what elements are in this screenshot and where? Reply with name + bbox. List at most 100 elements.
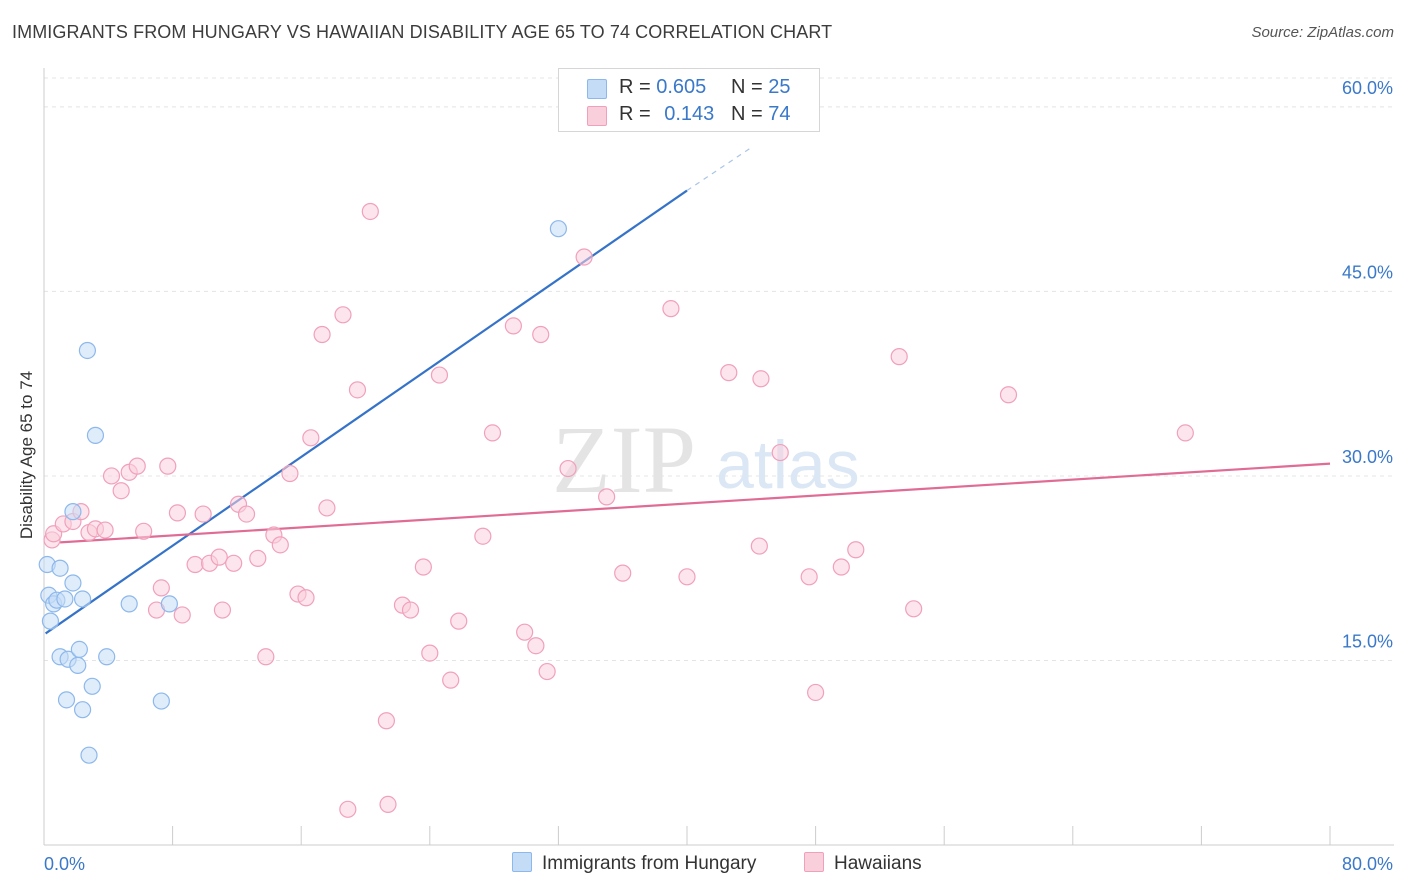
point-hawaiians-35	[318, 499, 336, 517]
point-hungary-22	[152, 692, 170, 710]
y-tick-label-0: 15.0%	[1342, 631, 1393, 651]
point-hawaiians-37	[348, 381, 367, 399]
point-hawaiians-57	[614, 564, 632, 582]
point-hungary-11	[64, 574, 82, 592]
point-hawaiians-23	[225, 554, 243, 572]
point-hawaiians-36	[334, 306, 352, 324]
legend-row-hungary: R = 0.605 N = 25	[559, 74, 819, 102]
point-hawaiians-47	[474, 527, 492, 545]
point-hawaiians-71	[1176, 424, 1194, 442]
point-hawaiians-46	[450, 612, 468, 630]
point-hawaiians-66	[832, 558, 850, 576]
point-hawaiians-15	[159, 457, 177, 475]
point-hawaiians-25	[237, 505, 256, 523]
x-tick-label-1: 80.0%	[1342, 854, 1393, 874]
legend-row-hawaiians: R = 0.143 N = 74	[559, 101, 819, 129]
point-hawaiians-65	[806, 683, 825, 702]
series-legend-hungary: Immigrants from Hungary	[512, 852, 756, 875]
point-hungary-23	[160, 595, 178, 613]
point-hawaiians-17	[173, 606, 191, 624]
trendline-extension-hungary	[686, 147, 752, 192]
point-hawaiians-64	[800, 568, 818, 586]
point-hungary-14	[73, 701, 92, 719]
point-hawaiians-16	[168, 504, 187, 522]
point-hungary-19	[86, 426, 105, 444]
point-hawaiians-9	[112, 482, 130, 500]
point-hawaiians-56	[598, 488, 616, 506]
point-hawaiians-73	[379, 795, 397, 814]
watermark: ZIP atlas	[552, 406, 860, 513]
point-hawaiians-38	[361, 202, 379, 221]
point-hawaiians-62	[752, 370, 770, 388]
point-hungary-5	[51, 559, 69, 577]
point-hungary-17	[80, 746, 98, 764]
point-hawaiians-11	[128, 457, 146, 475]
legend-swatch-hawaiians	[587, 106, 607, 126]
source-credit: Source: ZipAtlas.com	[1251, 24, 1394, 41]
point-hungary-24	[549, 220, 568, 238]
point-hungary-2	[41, 612, 60, 630]
legend-r-hungary: R = 0.605	[619, 76, 707, 98]
point-hawaiians-50	[516, 623, 534, 641]
point-hawaiians-69	[905, 600, 923, 618]
point-hawaiians-34	[313, 325, 331, 344]
point-hungary-8	[57, 691, 76, 709]
point-hungary-10	[64, 503, 82, 521]
x-tick-label-0: 0.0%	[44, 854, 85, 874]
correlation-legend: R = 0.605 N = 25 R = 0.143 N = 74	[558, 68, 820, 132]
point-hawaiians-42	[414, 558, 432, 576]
point-hawaiians-67	[847, 541, 865, 559]
point-hawaiians-70	[999, 386, 1018, 404]
point-hungary-7	[56, 590, 74, 608]
point-hawaiians-68	[890, 348, 908, 366]
y-tick-label-1: 30.0%	[1342, 447, 1393, 467]
point-hawaiians-53	[538, 662, 556, 681]
points-layer	[38, 202, 1194, 818]
watermark-atlas: atlas	[716, 427, 860, 503]
point-hawaiians-45	[442, 671, 460, 689]
point-hawaiians-49	[504, 317, 522, 335]
point-hawaiians-19	[194, 505, 212, 523]
y-tick-label-3: 60.0%	[1342, 78, 1393, 98]
y-axis-label: Disability Age 65 to 74	[17, 371, 36, 539]
point-hawaiians-59	[678, 568, 696, 586]
point-hawaiians-72	[339, 800, 357, 818]
point-hungary-18	[83, 677, 101, 695]
point-hawaiians-52	[532, 325, 550, 344]
point-hawaiians-22	[213, 601, 232, 619]
point-hawaiians-61	[750, 537, 768, 555]
watermark-zip: ZIP	[552, 406, 696, 513]
point-hawaiians-14	[152, 579, 170, 597]
grid-layer	[44, 77, 1394, 661]
y-tick-label-2: 45.0%	[1342, 262, 1393, 282]
point-hawaiians-27	[257, 648, 275, 666]
point-hawaiians-30	[281, 464, 299, 483]
series-swatch-hawaiians	[804, 852, 824, 872]
point-hawaiians-60	[720, 364, 738, 382]
legend-n-hawaiians: N = 74	[731, 103, 791, 125]
point-hungary-15	[73, 590, 92, 608]
point-hawaiians-48	[483, 424, 502, 442]
series-swatch-hungary	[512, 852, 532, 872]
point-hawaiians-55	[575, 248, 593, 266]
point-hawaiians-32	[297, 589, 315, 607]
point-hawaiians-39	[377, 712, 395, 730]
chart-title: IMMIGRANTS FROM HUNGARY VS HAWAIIAN DISA…	[12, 22, 833, 42]
point-hungary-20	[98, 648, 116, 666]
legend-r-hawaiians: R = 0.143	[619, 103, 715, 125]
point-hungary-12	[69, 656, 87, 674]
point-hawaiians-26	[249, 549, 267, 567]
axis-layer: 15.0% 30.0% 45.0% 60.0% 0.0% 80.0%	[43, 68, 1394, 874]
point-hungary-16	[78, 341, 97, 360]
point-hawaiians-44	[430, 366, 449, 384]
point-hungary-13	[70, 640, 88, 659]
point-hawaiians-58	[662, 300, 680, 318]
point-hawaiians-54	[559, 459, 577, 478]
point-hawaiians-41	[401, 601, 420, 619]
series-legend: Immigrants from Hungary Hawaiians	[0, 852, 1406, 878]
series-legend-hawaiians: Hawaiians	[804, 852, 922, 875]
legend-swatch-hungary	[587, 79, 607, 99]
point-hawaiians-29	[271, 536, 289, 554]
point-hungary-21	[120, 595, 138, 613]
